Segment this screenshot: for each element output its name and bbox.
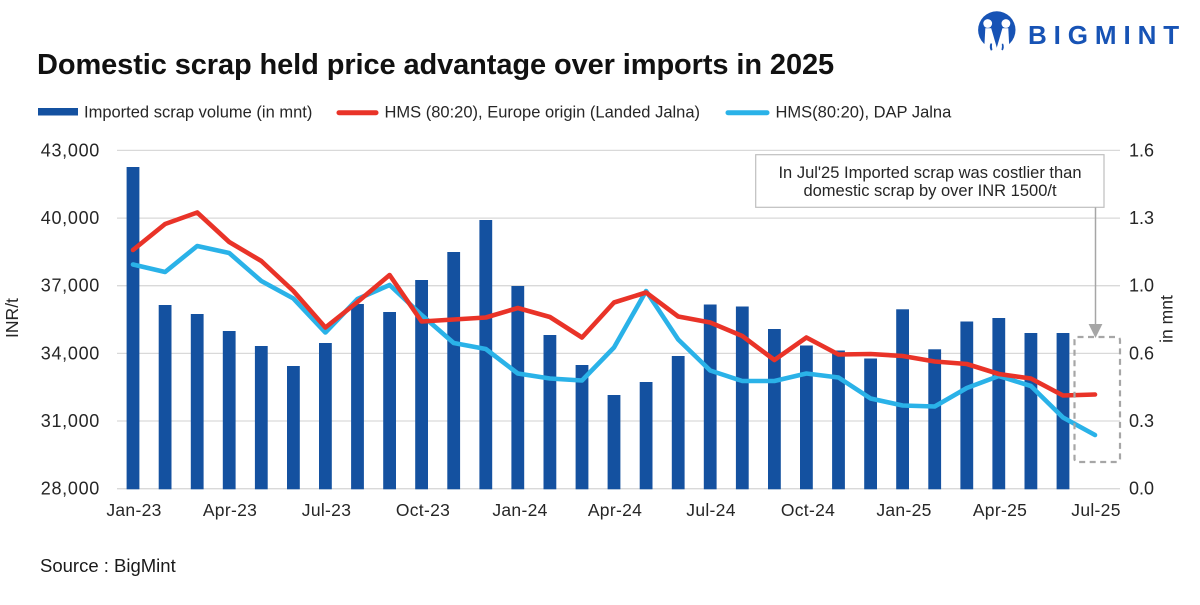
svg-text:Apr-25: Apr-25 (973, 500, 1027, 520)
svg-text:1.6: 1.6 (1129, 140, 1154, 160)
svg-text:40,000: 40,000 (41, 208, 100, 228)
svg-text:Jul-25: Jul-25 (1071, 500, 1120, 520)
svg-text:In Jul'25 Imported scrap was c: In Jul'25 Imported scrap was costlier th… (778, 164, 1081, 182)
svg-text:BIGMINT: BIGMINT (1028, 20, 1186, 50)
svg-text:Jan-25: Jan-25 (876, 500, 931, 520)
svg-text:Jul-23: Jul-23 (302, 500, 351, 520)
svg-text:1.3: 1.3 (1129, 208, 1154, 228)
svg-text:domestic scrap by over INR 150: domestic scrap by over INR 1500/t (803, 182, 1057, 200)
svg-text:0.6: 0.6 (1129, 343, 1154, 363)
svg-text:Apr-24: Apr-24 (588, 500, 642, 520)
svg-text:Oct-24: Oct-24 (781, 500, 835, 520)
svg-text:INR/t: INR/t (2, 298, 22, 338)
svg-text:37,000: 37,000 (41, 276, 100, 296)
svg-text:Imported scrap volume (in mnt): Imported scrap volume (in mnt) (84, 104, 312, 122)
svg-text:0.0: 0.0 (1129, 479, 1154, 499)
svg-text:in mnt: in mnt (1157, 295, 1177, 343)
svg-text:28,000: 28,000 (41, 479, 100, 499)
svg-text:34,000: 34,000 (41, 343, 100, 363)
svg-text:Domestic scrap held price adva: Domestic scrap held price advantage over… (37, 49, 834, 81)
svg-text:1.0: 1.0 (1129, 276, 1154, 296)
svg-text:Source : BigMint: Source : BigMint (40, 555, 176, 576)
svg-text:HMS(80:20), DAP Jalna: HMS(80:20), DAP Jalna (776, 104, 953, 122)
svg-text:Oct-23: Oct-23 (396, 500, 450, 520)
svg-text:Jan-24: Jan-24 (492, 500, 547, 520)
svg-text:0.3: 0.3 (1129, 411, 1154, 431)
svg-text:HMS (80:20), Europe origin (La: HMS (80:20), Europe origin (Landed Jalna… (385, 104, 701, 122)
svg-text:43,000: 43,000 (41, 140, 100, 160)
svg-text:Apr-23: Apr-23 (203, 500, 257, 520)
svg-text:Jul-24: Jul-24 (686, 500, 735, 520)
svg-text:31,000: 31,000 (41, 411, 100, 431)
svg-text:Jan-23: Jan-23 (106, 500, 161, 520)
